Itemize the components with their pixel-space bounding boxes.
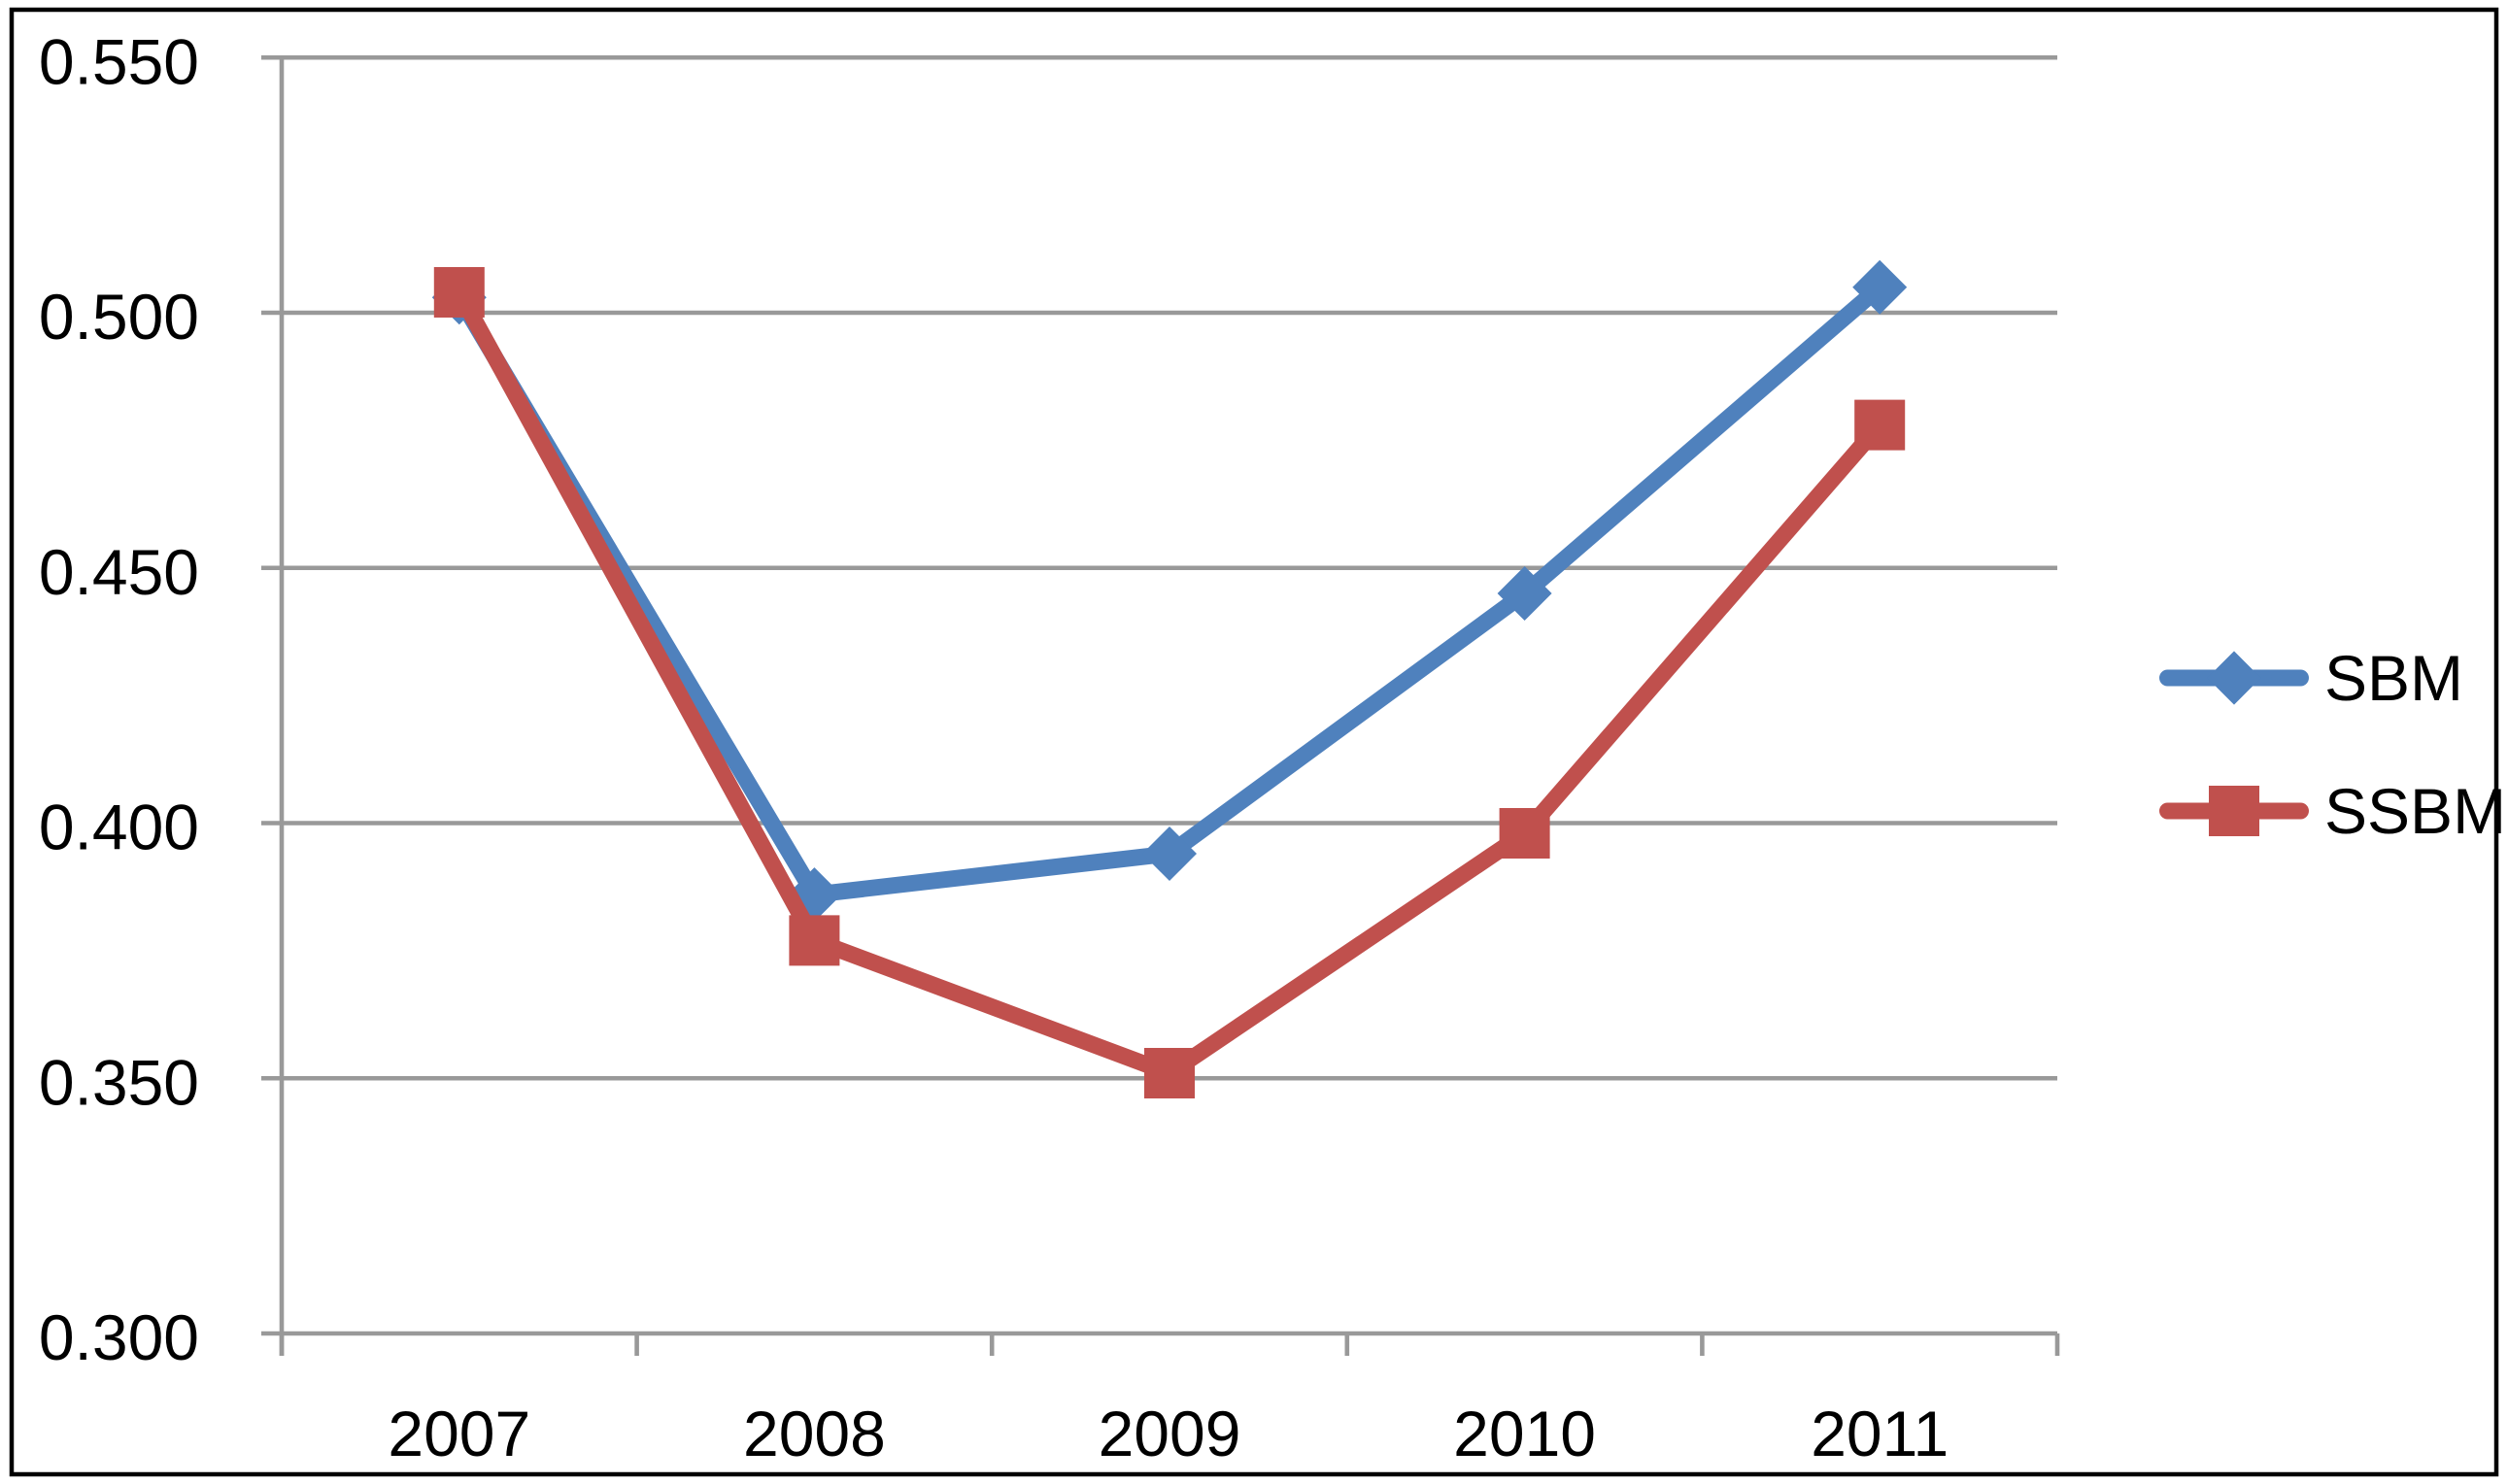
marker-sbm-2009 [1142,826,1197,882]
marker-ssbm-2011 [1854,399,1906,451]
series-line-sbm [451,279,1888,903]
x-tick-label: 2009 [1099,1398,1241,1469]
marker-ssbm-2007 [433,266,485,318]
y-tick-label: 0.550 [39,25,199,97]
x-tick-label: 2011 [1811,1398,1949,1469]
chart-border [9,7,2499,1477]
y-tick-label: 0.500 [39,281,199,353]
marker-sbm-2011 [1852,259,1908,315]
y-tick-label: 0.350 [39,1046,199,1118]
marker-sbm-2010 [1497,566,1552,622]
y-tick-label: 0.450 [39,536,199,608]
x-tick-label: 2008 [743,1398,886,1469]
marker-ssbm-2010 [1499,808,1550,860]
y-tick-label: 0.400 [39,792,199,863]
x-tick-label: 2010 [1453,1398,1596,1469]
marker-ssbm-2009 [1144,1047,1195,1098]
x-tick-label: 2007 [388,1398,530,1469]
marker-ssbm-2008 [789,915,840,966]
y-tick-label: 0.300 [39,1301,199,1373]
series-line-ssbm [451,284,1888,1082]
